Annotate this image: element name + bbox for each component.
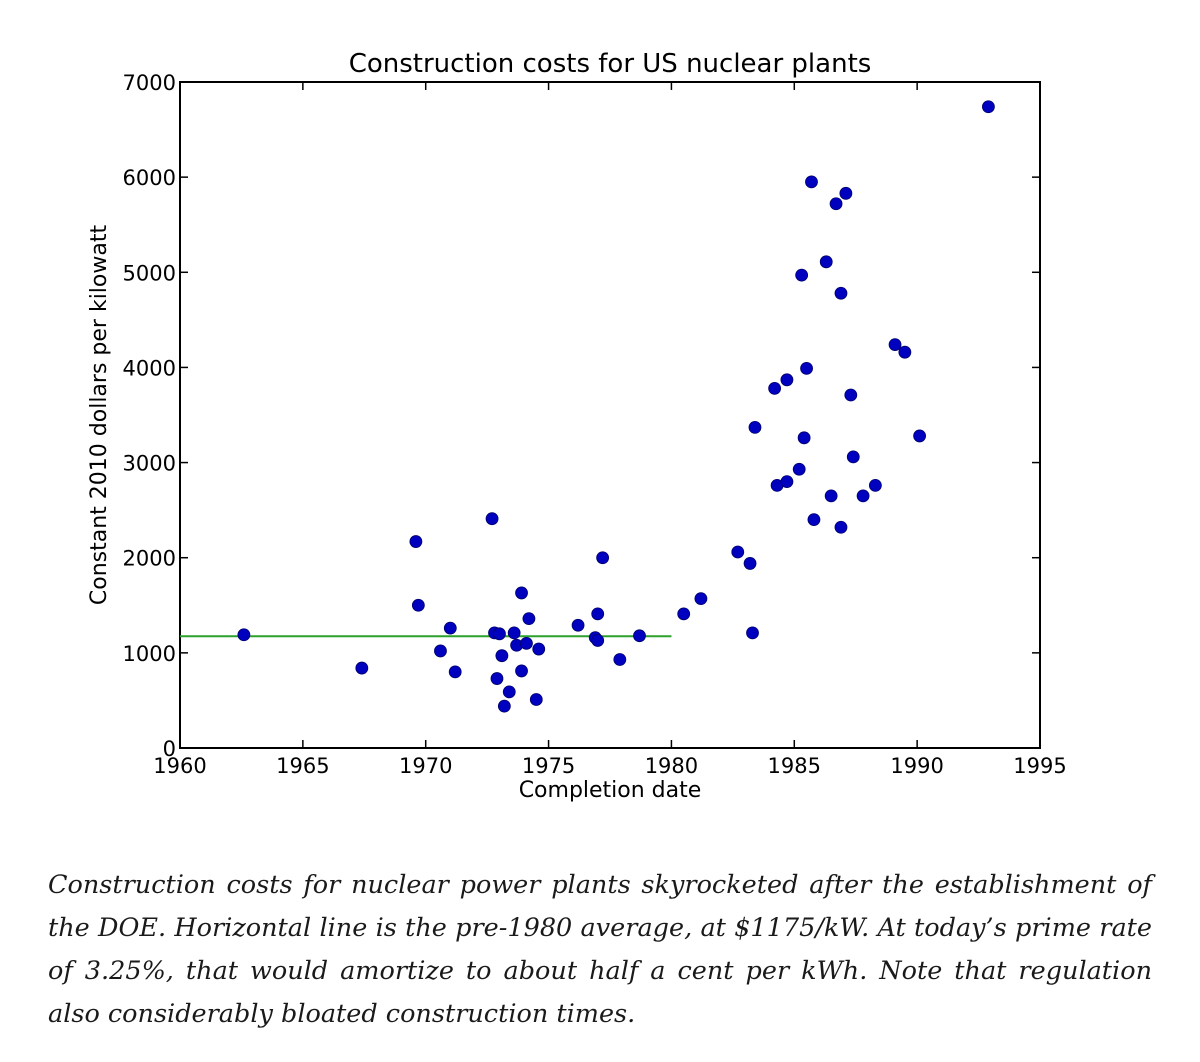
data-point xyxy=(780,373,794,387)
y-axis-label: Constant 2010 dollars per kilowatt xyxy=(87,225,112,606)
data-point xyxy=(792,462,806,476)
data-point xyxy=(497,699,511,713)
axis-tick-labels: 1960 1965 1970 1975 1980 1985 1990 1995 0 1000 200… xyxy=(123,71,1067,778)
x-axis-label: Completion date xyxy=(519,778,702,803)
data-point xyxy=(522,612,536,626)
axis-ticks xyxy=(179,81,1041,749)
data-point xyxy=(596,551,610,565)
data-point xyxy=(502,685,516,699)
data-point xyxy=(532,642,546,656)
y-tick-label: 4000 xyxy=(123,356,176,380)
data-point xyxy=(237,628,251,642)
y-tick-label: 3000 xyxy=(123,452,176,476)
data-point xyxy=(805,175,818,189)
x-tick-label: 1990 xyxy=(890,754,943,778)
data-point xyxy=(613,653,627,666)
x-tick-label: 1980 xyxy=(645,754,698,778)
data-point xyxy=(797,431,811,445)
chart-title: Construction costs for US nuclear plants xyxy=(349,49,872,79)
data-point xyxy=(807,513,821,527)
data-point xyxy=(694,592,708,606)
data-point xyxy=(780,475,794,489)
data-point xyxy=(434,644,447,658)
data-points xyxy=(237,100,995,713)
data-point xyxy=(520,636,533,650)
x-tick-label: 1995 xyxy=(1013,754,1066,778)
data-point xyxy=(529,693,543,706)
x-tick-label: 1975 xyxy=(522,754,575,778)
plot-area xyxy=(179,81,1041,749)
data-point xyxy=(982,100,995,114)
data-point xyxy=(731,545,745,559)
data-point xyxy=(856,489,870,503)
data-point xyxy=(443,621,457,635)
y-tick-label: 7000 xyxy=(123,71,176,95)
data-point xyxy=(898,345,912,359)
data-point xyxy=(844,388,858,402)
data-point xyxy=(868,479,882,492)
data-point xyxy=(824,489,838,503)
data-point xyxy=(495,649,509,663)
data-point xyxy=(448,665,462,679)
x-tick-label: 1970 xyxy=(399,754,452,778)
data-point xyxy=(748,420,762,434)
data-point xyxy=(846,450,860,464)
data-point xyxy=(591,634,605,647)
data-point xyxy=(490,672,504,685)
data-point xyxy=(355,661,369,675)
data-point xyxy=(571,618,585,632)
data-point xyxy=(591,607,605,621)
data-point xyxy=(819,255,833,269)
data-point xyxy=(768,381,782,395)
y-tick-label: 2000 xyxy=(123,547,176,571)
data-point xyxy=(493,627,506,641)
data-point xyxy=(485,512,499,526)
y-tick-label: 6000 xyxy=(123,166,176,190)
data-point xyxy=(839,186,853,200)
y-tick-label: 0 xyxy=(163,737,176,761)
x-tick-label: 1960 xyxy=(153,754,206,778)
data-point xyxy=(913,429,926,443)
data-point xyxy=(743,557,757,570)
scatter-chart: 1960 1965 1970 1975 1980 1985 1990 1995 0 1000 200… xyxy=(87,49,1067,803)
data-point xyxy=(746,626,759,640)
data-point xyxy=(795,268,809,282)
data-point xyxy=(515,664,528,678)
data-point xyxy=(834,286,848,300)
x-tick-label: 1965 xyxy=(276,754,329,778)
x-tick-label: 1985 xyxy=(768,754,821,778)
data-point xyxy=(409,535,423,548)
data-point xyxy=(829,197,843,211)
y-tick-label: 5000 xyxy=(123,261,176,285)
y-tick-label: 1000 xyxy=(123,642,176,666)
data-point xyxy=(633,629,646,643)
data-point xyxy=(677,607,691,621)
data-point xyxy=(834,520,848,534)
data-point xyxy=(515,586,528,600)
data-point xyxy=(507,626,521,640)
data-point xyxy=(888,338,902,351)
figure-caption: Construction costs for nuclear power pla… xyxy=(48,870,1152,1029)
data-point xyxy=(800,361,813,375)
data-point xyxy=(411,598,425,612)
